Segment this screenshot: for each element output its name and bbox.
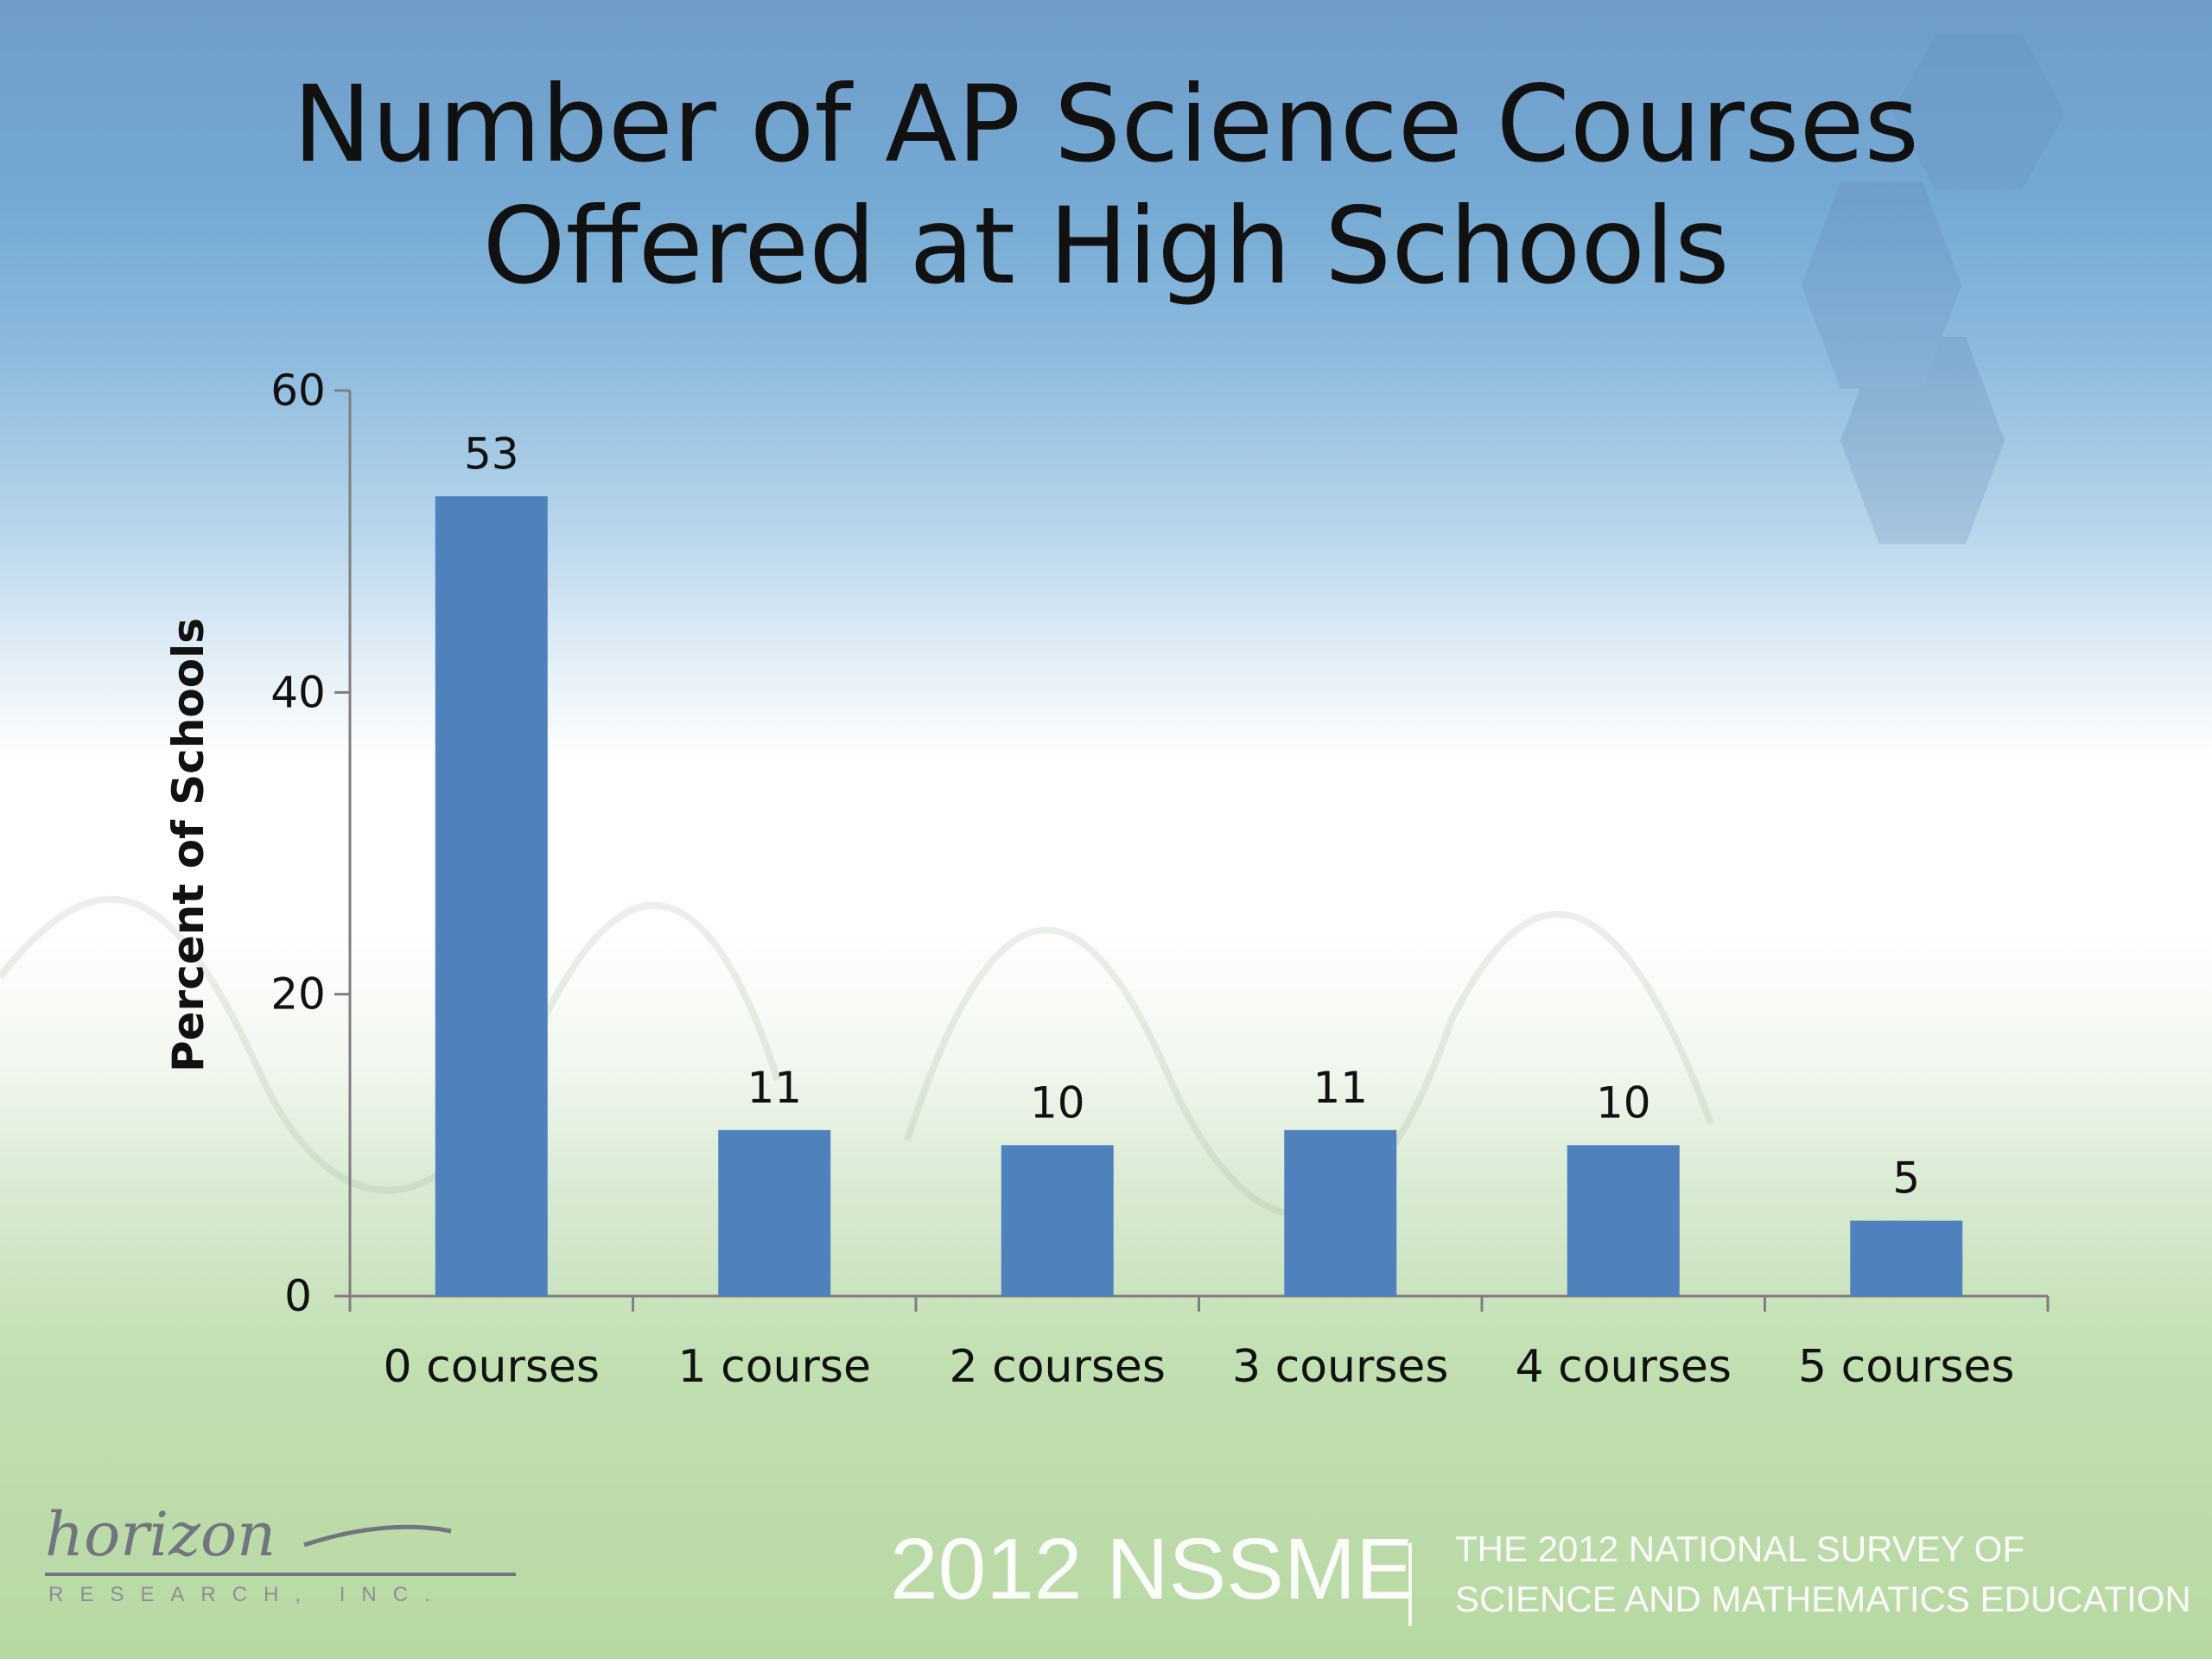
bar [1850,1220,1963,1296]
background-decor [0,35,2065,1218]
y-tick-label: 20 [270,969,326,1020]
footer-tagline-line-2: SCIENCE AND MATHEMATICS EDUCATION [1455,1579,2191,1619]
hex-decor [1802,181,1961,389]
y-axis-label: Percent of Schools [163,618,213,1072]
y-tick-label: 0 [284,1271,312,1321]
data-label: 53 [464,429,519,479]
x-tick-label: 5 courses [1798,1341,2015,1393]
y-tick-label: 60 [270,365,326,416]
horizon-logo: horizon RESEARCH, INC. [45,1503,529,1607]
x-tick-label: 0 courses [383,1341,600,1393]
logo-swoosh [303,1524,452,1548]
data-label: 11 [1313,1063,1368,1113]
bar [1567,1145,1680,1296]
horizon-logo-text: horizon [45,1503,276,1570]
wave-decor [0,895,781,1194]
footer-divider [1408,1543,1412,1626]
footer-tagline-line-1: THE 2012 NATIONAL SURVEY OF [1455,1529,2024,1569]
bars [435,496,1963,1296]
x-tick-label: 4 courses [1515,1341,1732,1393]
bar [1001,1145,1114,1296]
data-label: 10 [1030,1077,1085,1128]
hex-decor [1840,337,2005,544]
x-tick-label: 3 courses [1232,1341,1449,1393]
data-label: 11 [747,1063,802,1113]
y-tick-label: 40 [270,667,326,717]
x-tick-label: 1 course [678,1341,871,1393]
horizon-logo-script: horizon [45,1503,516,1576]
bar [435,496,548,1296]
bar [1284,1129,1397,1296]
axes [334,389,2050,1312]
footer-tagline: THE 2012 NATIONAL SURVEY OF SCIENCE AND … [1455,1524,2191,1624]
horizon-logo-subtitle: RESEARCH, INC. [48,1583,447,1606]
footer-brand: 2012 NSSME [890,1521,1414,1618]
data-label: 5 [1892,1154,1920,1204]
chart-title-line-1: Number of AP Science Courses [293,63,1919,186]
chart-title-line-2: Offered at High Schools [482,185,1729,308]
hex-decor [1892,35,2065,190]
x-tick-label: 2 courses [949,1341,1166,1393]
labels: 0 20 40 60 53 0 courses 11 1 course 10 2 courses 1… [270,365,2014,1393]
bar [718,1129,831,1296]
data-label: 10 [1596,1077,1651,1128]
